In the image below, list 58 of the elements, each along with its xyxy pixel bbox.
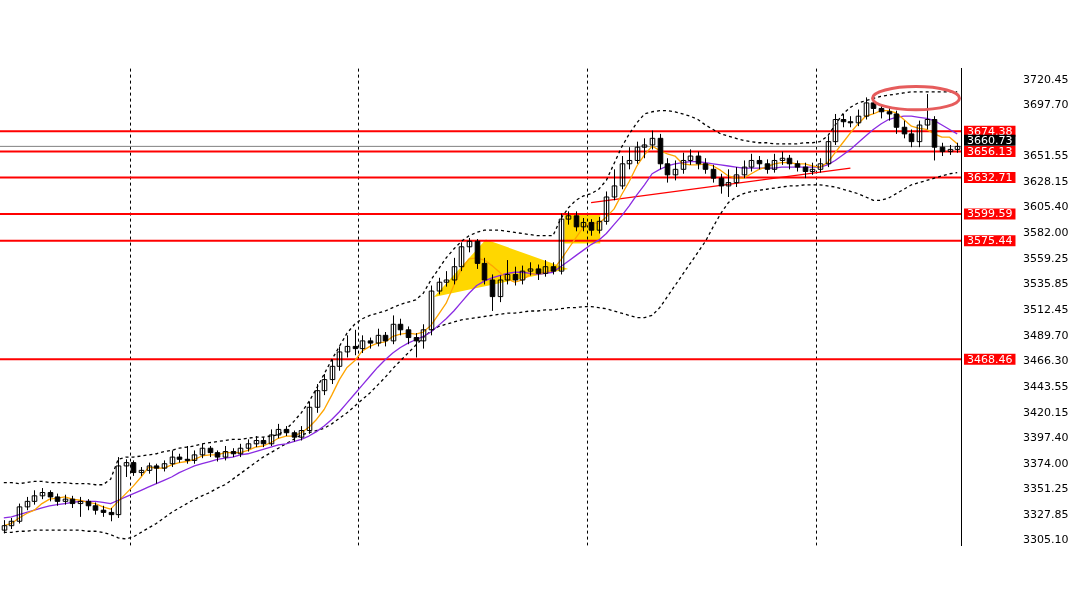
candlestick xyxy=(649,130,656,150)
y-tick-label: 3512.45 xyxy=(1023,303,1069,317)
candlestick xyxy=(245,438,252,453)
candlestick xyxy=(611,168,618,201)
candlestick xyxy=(458,241,465,272)
ref-line-label: 3656.13 xyxy=(967,144,1013,158)
candlestick xyxy=(16,503,23,524)
y-tick-label: 3466.30 xyxy=(1023,354,1069,368)
y-tick-label: 3327.85 xyxy=(1023,507,1069,521)
ref-line-label: 3575.44 xyxy=(967,234,1013,248)
ref-line-label: 3660.73 xyxy=(967,133,1013,147)
ref-line-label: 3599.59 xyxy=(967,207,1013,221)
y-tick-label: 3443.55 xyxy=(1023,379,1069,393)
y-tick-label: 3697.70 xyxy=(1023,98,1069,112)
candlestick xyxy=(451,257,458,285)
candlestick xyxy=(420,323,427,350)
candlestick xyxy=(344,334,351,358)
y-tick-label: 3351.25 xyxy=(1023,481,1069,495)
y-tick-label: 3489.70 xyxy=(1023,328,1069,342)
candlestick xyxy=(771,153,778,174)
y-tick-label: 3651.55 xyxy=(1023,149,1069,163)
candlestick xyxy=(603,190,610,226)
y-tick-label: 3420.15 xyxy=(1023,405,1069,419)
y-tick-label: 3559.25 xyxy=(1023,251,1069,265)
candlestick xyxy=(825,135,832,168)
candlestick xyxy=(504,259,511,285)
y-tick-label: 3374.00 xyxy=(1023,456,1069,470)
y-tick-label: 3535.85 xyxy=(1023,277,1069,291)
candlestick xyxy=(641,137,648,159)
y-tick-label: 3582.00 xyxy=(1023,226,1069,240)
candlestick xyxy=(428,285,435,336)
candlestick xyxy=(519,265,526,285)
candlestick xyxy=(329,359,336,385)
candlestick xyxy=(863,96,870,121)
candlestick xyxy=(619,155,626,190)
ref-line-label: 3632.71 xyxy=(967,170,1013,184)
candlestick xyxy=(390,314,397,345)
candlestick xyxy=(558,213,565,275)
candlestick xyxy=(336,345,343,372)
candlestick xyxy=(306,401,313,435)
candlestick xyxy=(924,93,931,130)
y-tick-label: 3720.45 xyxy=(1023,73,1069,87)
candlestick xyxy=(832,113,839,146)
candlestick xyxy=(321,373,328,396)
ref-line-label: 3468.46 xyxy=(967,352,1013,366)
candlestick xyxy=(916,120,923,148)
y-tick-label: 3628.15 xyxy=(1023,175,1069,189)
y-tick-label: 3397.40 xyxy=(1023,430,1069,444)
y-tick-label: 3305.10 xyxy=(1023,532,1069,546)
candlestick xyxy=(672,159,679,181)
candlestick xyxy=(725,168,732,198)
candlestick xyxy=(680,152,687,175)
candlestick xyxy=(31,489,38,506)
candlestick xyxy=(314,383,321,414)
candlestick xyxy=(497,275,504,303)
candlestick xyxy=(634,141,641,165)
candlestick xyxy=(733,166,740,188)
y-tick-label: 3605.40 xyxy=(1023,200,1069,214)
